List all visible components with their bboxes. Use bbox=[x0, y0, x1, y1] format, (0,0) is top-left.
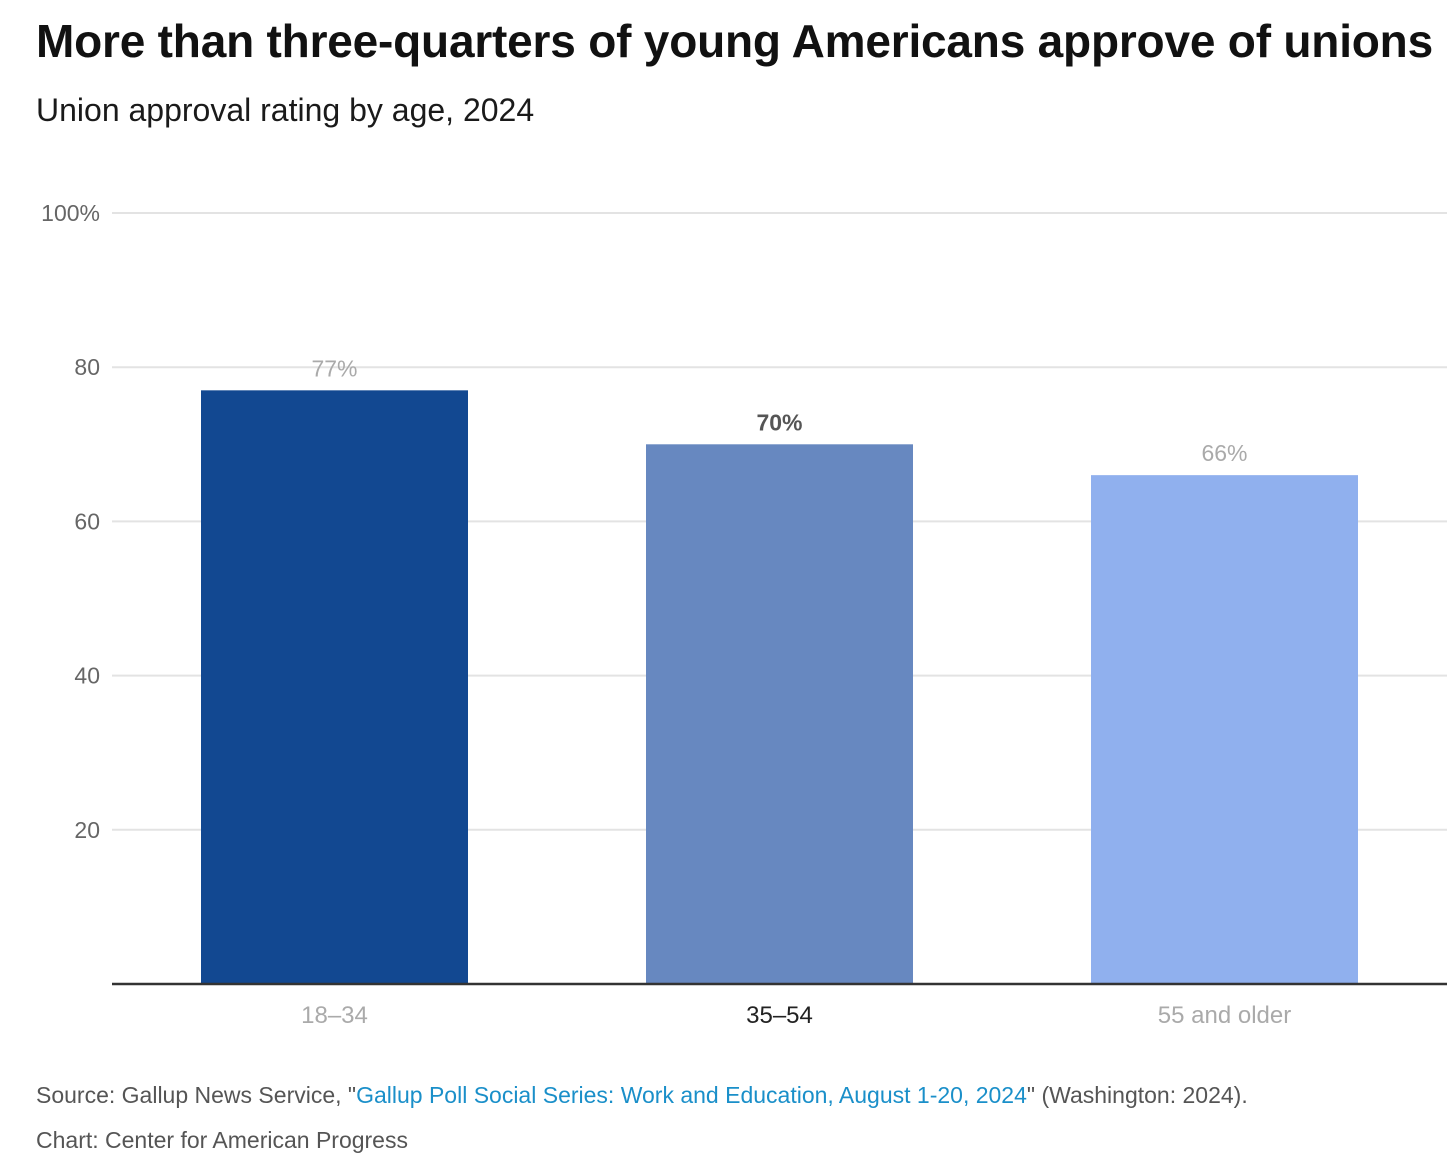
source-link[interactable]: Gallup Poll Social Series: Work and Educ… bbox=[356, 1082, 1027, 1108]
bar-chart: 20 40 60 80 100% 77% 18–34 70% 35–54 66% 55 and ol… bbox=[41, 200, 1447, 1029]
data-label: 77% bbox=[311, 355, 357, 381]
chart-credit: Chart: Center for American Progress bbox=[36, 1127, 408, 1153]
bar bbox=[1091, 475, 1358, 984]
bar bbox=[201, 390, 468, 984]
x-tick-label: 55 and older bbox=[1158, 1002, 1291, 1029]
y-tick-label: 60 bbox=[74, 508, 100, 534]
source-note: Source: Gallup News Service, "Gallup Pol… bbox=[36, 1082, 1248, 1109]
y-tick-label: 100% bbox=[41, 200, 100, 226]
bar bbox=[646, 444, 913, 984]
x-tick-label: 35–54 bbox=[746, 1002, 813, 1029]
chart-subtitle: Union approval rating by age, 2024 bbox=[36, 92, 535, 128]
x-tick-label: 18–34 bbox=[301, 1002, 368, 1029]
y-tick-label: 40 bbox=[74, 663, 100, 689]
chart-title: More than three-quarters of young Americ… bbox=[36, 15, 1433, 67]
y-tick-label: 20 bbox=[74, 817, 100, 843]
source-suffix: " (Washington: 2024). bbox=[1026, 1082, 1248, 1108]
source-prefix: Source: Gallup News Service, " bbox=[36, 1082, 357, 1108]
data-label: 66% bbox=[1201, 440, 1247, 466]
data-label: 70% bbox=[756, 409, 802, 435]
y-tick-label: 80 bbox=[74, 354, 100, 380]
